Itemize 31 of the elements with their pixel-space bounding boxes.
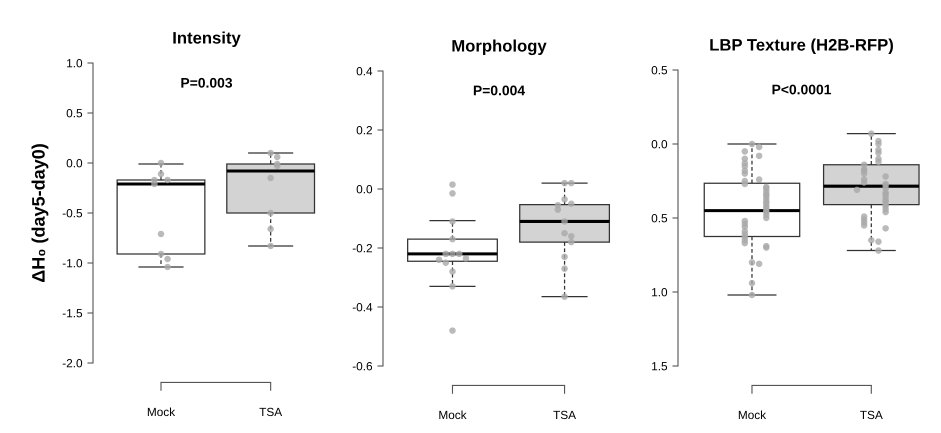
y-tick-label: -1.5	[62, 309, 82, 318]
y-tick-label: -0.4	[352, 303, 372, 312]
y-tick-label: -0.2	[352, 244, 372, 252]
y-tick-label: 0.5	[66, 109, 82, 118]
chart-title: Morphology	[452, 39, 547, 56]
x-tick-label: TSA	[259, 408, 282, 416]
y-tick-label: 1.5	[652, 362, 668, 370]
y-tick-label: 1.0	[67, 59, 82, 68]
y-tick-label: 0.0	[356, 185, 372, 194]
x-tick-label: TSA	[553, 410, 576, 420]
x-tick-label: TSA	[860, 410, 883, 420]
y-tick-label: -0.5	[62, 209, 82, 218]
y-tick-label: 0.4	[356, 67, 372, 76]
annotation: P=0.004	[474, 86, 525, 96]
y-tick-label: 1.0	[652, 288, 668, 296]
chart-title: LBP Texture (H2B-RFP)	[710, 38, 893, 54]
annotation: P<0.0001	[772, 84, 832, 94]
y-tick-label: 0.5	[652, 66, 668, 74]
y-axis-title: ΔH₀ (day5-day0)	[32, 144, 48, 282]
y-tick-label: -0.6	[352, 362, 372, 370]
y-tick-label: 0.5	[652, 214, 668, 222]
x-tick-label: Mock	[439, 410, 467, 420]
y-tick-label: 0.2	[356, 126, 372, 134]
chart-title: Intensity	[173, 31, 241, 48]
annotation: P=0.003	[181, 78, 232, 88]
y-tick-label: -1.0	[62, 259, 82, 268]
y-tick-label: -2.0	[62, 359, 82, 368]
x-tick-label: Mock	[148, 407, 176, 416]
y-tick-label: 0.0	[66, 159, 82, 168]
x-tick-label: Mock	[738, 410, 766, 420]
y-tick-label: 0.0	[652, 140, 668, 148]
